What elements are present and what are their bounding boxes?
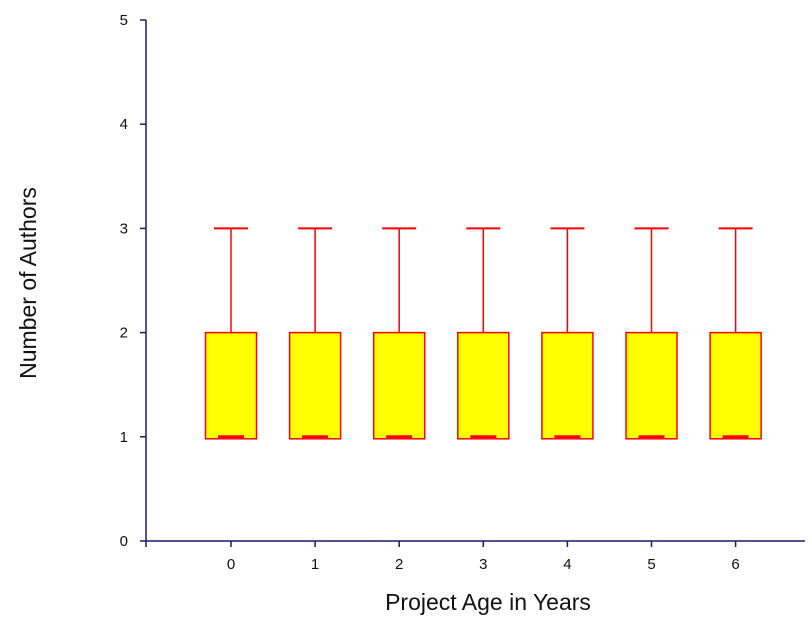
box-1	[288, 227, 342, 440]
x-axis-ticks: 0 1 2 3 4 5 6	[145, 541, 740, 573]
y-tick-label: 4	[120, 116, 128, 133]
x-tick-label: 0	[227, 556, 235, 573]
box-5	[625, 227, 678, 440]
box-body	[541, 331, 594, 440]
box-body	[204, 331, 258, 440]
y-tick-label: 5	[120, 12, 128, 29]
y-tick-label: 0	[120, 533, 128, 550]
box-2	[372, 227, 426, 440]
y-axis-ticks: 0 1 2 3 4 5	[120, 12, 146, 550]
axes	[145, 20, 805, 542]
box-body	[372, 331, 426, 440]
box-3	[457, 227, 510, 440]
y-tick-label: 2	[120, 325, 128, 342]
x-axis-title: Project Age in Years	[385, 589, 591, 615]
box-series	[204, 227, 762, 440]
y-axis-title: Number of Authors	[15, 187, 41, 379]
box-body	[625, 331, 678, 440]
x-tick-label: 1	[311, 556, 319, 573]
x-tick-label: 4	[563, 556, 571, 573]
y-tick-label: 3	[120, 220, 128, 237]
x-tick-label: 3	[479, 556, 487, 573]
box-body	[457, 331, 510, 440]
x-tick-label: 6	[731, 556, 739, 573]
box-4	[541, 227, 594, 440]
box-body	[709, 331, 762, 440]
x-tick-label: 5	[647, 556, 655, 573]
x-tick-label: 2	[395, 556, 403, 573]
box-0	[204, 227, 258, 440]
box-6	[709, 227, 762, 440]
y-tick-label: 1	[120, 429, 128, 446]
box-body	[288, 331, 342, 440]
